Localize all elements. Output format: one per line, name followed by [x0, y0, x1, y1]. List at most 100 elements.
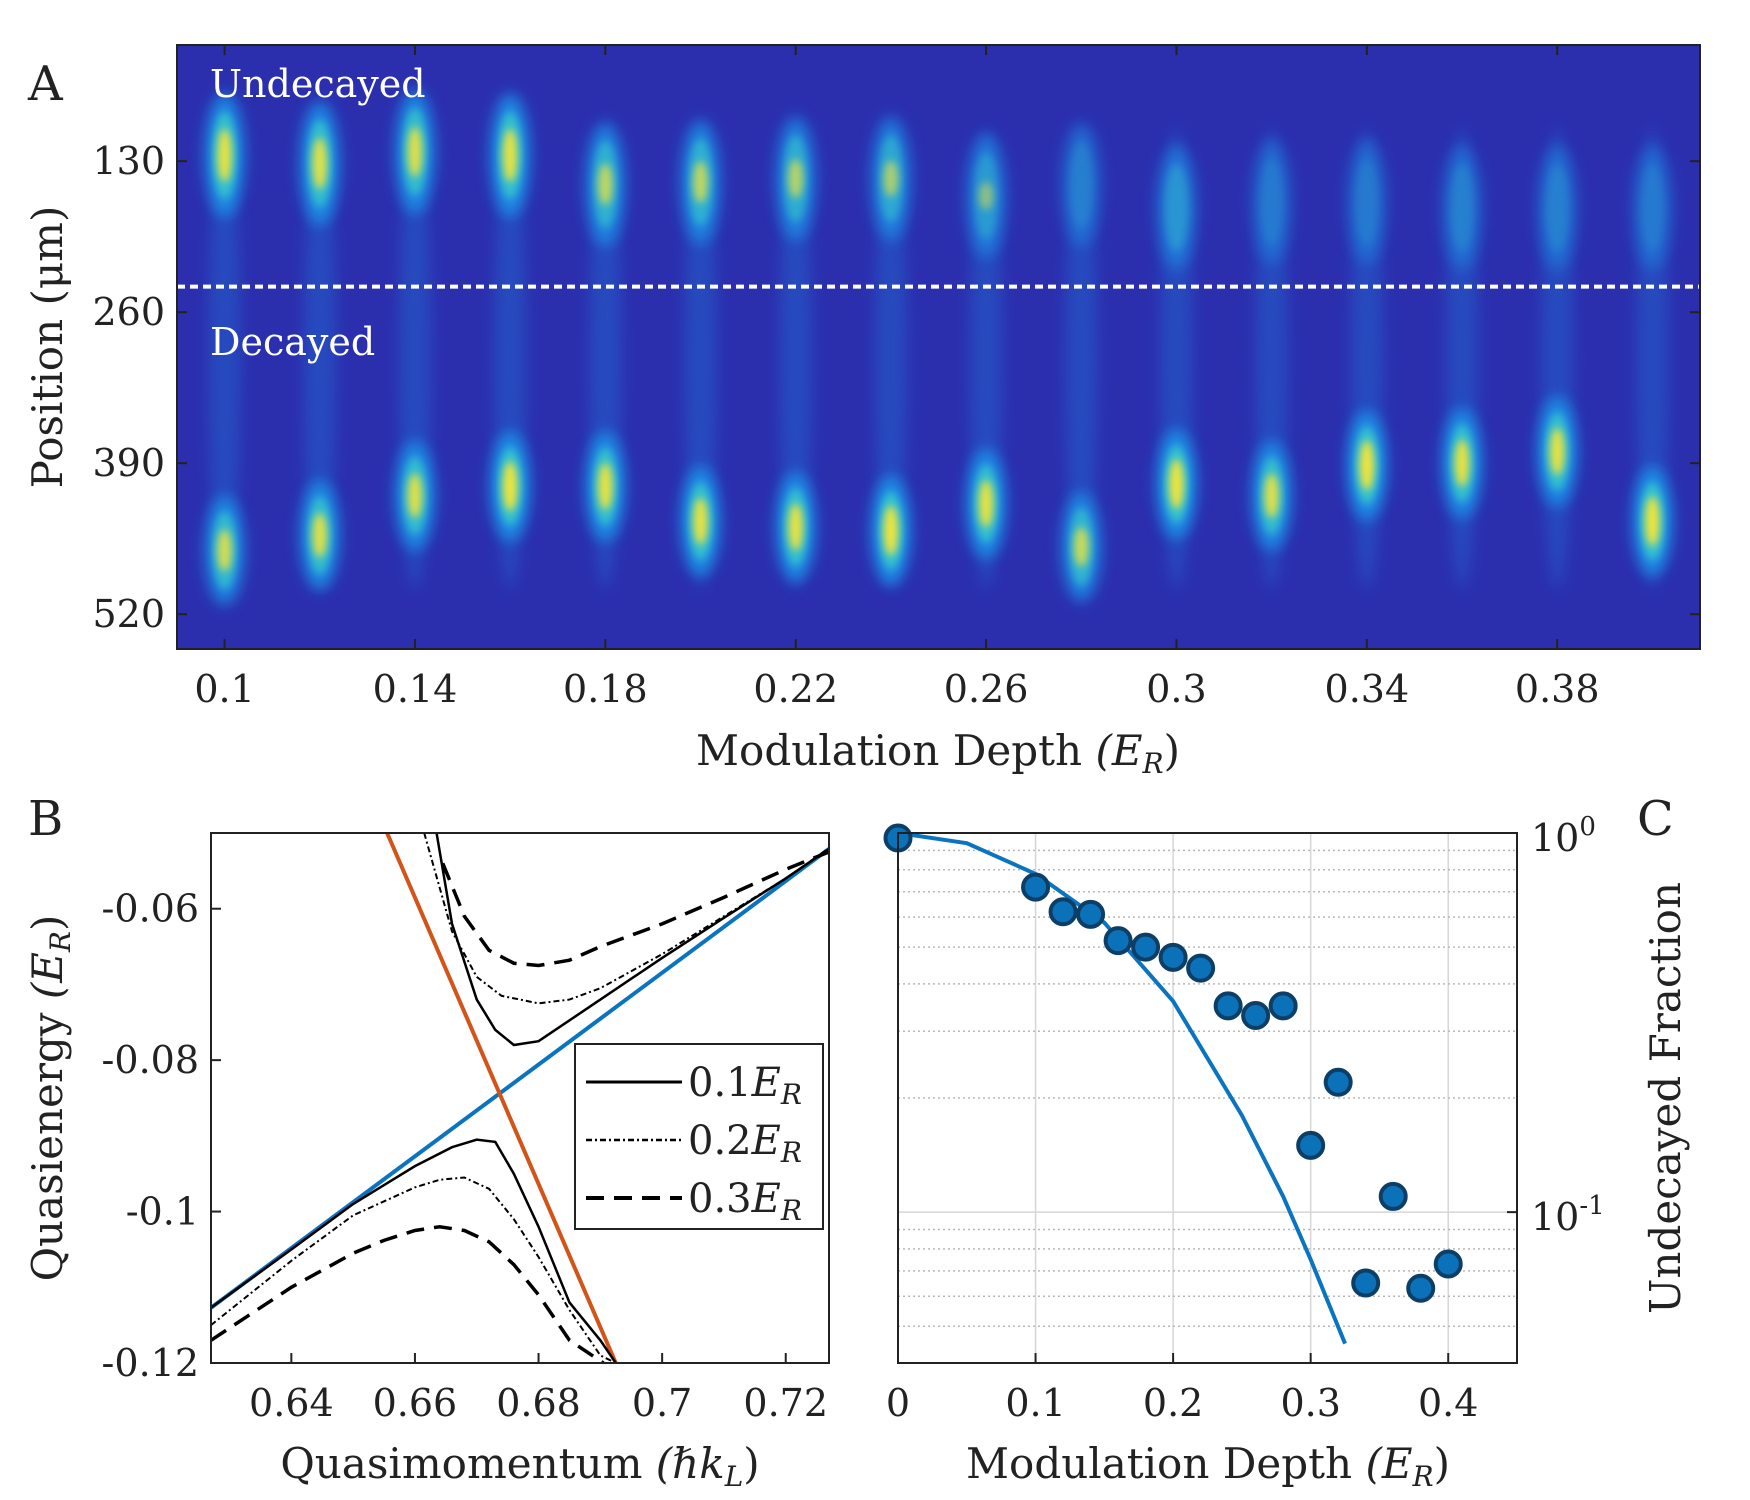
x-tick-label: 0.68 — [496, 1381, 581, 1425]
cloud-bottom-core — [1359, 440, 1374, 491]
atom-cloud-column — [966, 128, 1007, 589]
cloud-top-mid — [1354, 158, 1379, 246]
y-tick-label: -0.06 — [102, 887, 199, 931]
cloud-top-mid — [1069, 140, 1094, 228]
panel-a: A Undecayed Decayed 0.1 0.14 0.18 0.22 0.26 0… — [23, 44, 1701, 780]
y-tick-label: -0.12 — [102, 1341, 199, 1385]
panel-a-x-axis: 0.1 0.14 0.18 0.22 0.26 0.3 0.34 0.38 — [194, 45, 1600, 711]
atom-cloud-column — [1632, 128, 1673, 589]
data-point — [1323, 1067, 1353, 1097]
data-point — [1186, 953, 1216, 983]
atom-cloud-column — [299, 101, 340, 591]
atom-cloud-column — [680, 120, 721, 589]
cloud-bottom-core — [407, 473, 422, 518]
cloud-bottom-core — [1074, 526, 1089, 567]
quasienergy-dashed-lower — [211, 1224, 605, 1363]
cloud-top-core — [407, 126, 422, 177]
atom-cloud-column — [394, 89, 435, 589]
data-point — [1351, 1268, 1381, 1298]
x-tick-label: 0.3 — [1146, 667, 1206, 711]
cloud-top-core — [883, 160, 898, 197]
cloud-bottom-core — [1645, 496, 1660, 546]
quasienergy-dashed-upper — [441, 850, 829, 968]
data-point — [1048, 897, 1078, 927]
atom-cloud-column — [585, 122, 626, 589]
cloud-bottom-core — [1264, 473, 1279, 518]
panel-b-legend: 0.1ER 0.2ER 0.3ER — [574, 1043, 824, 1230]
panel-a-y-label: Position (μm) — [23, 206, 72, 489]
x-tick-label: 0.14 — [373, 667, 458, 711]
x-tick-label: 0.1 — [1005, 1381, 1065, 1425]
atom-cloud-column — [1251, 128, 1292, 589]
cloud-top-core — [693, 161, 708, 203]
data-point — [1021, 872, 1051, 902]
legend-label: 0.2ER — [688, 1118, 802, 1169]
y-tick-label: 260 — [92, 290, 165, 334]
cloud-top-mid — [1259, 158, 1284, 246]
cloud-streak — [208, 128, 241, 589]
y-tick-label: 100 — [1531, 812, 1596, 860]
panel-b-x-label: Quasimomentum (ℏkL) — [280, 1439, 759, 1493]
cloud-top-core — [979, 182, 994, 210]
panel-c-data — [898, 833, 1347, 1345]
cloud-top-mid — [1545, 164, 1570, 252]
cloud-streak — [874, 128, 907, 589]
panel-a-letter: A — [27, 56, 64, 112]
legend-label: 0.1ER — [688, 1060, 802, 1111]
panel-b-y-label: Quasienergy (ER) — [23, 915, 77, 1282]
atom-cloud-column — [204, 93, 245, 606]
data-point — [1158, 942, 1188, 972]
x-tick-label: 0.18 — [563, 667, 648, 711]
panel-c-frame — [897, 832, 1518, 1364]
panel-c-y-axis: 100 10-1 — [1507, 812, 1605, 1239]
cloud-streak — [779, 128, 812, 589]
data-point — [1076, 899, 1106, 929]
cloud-top-mid — [1450, 164, 1475, 252]
data-point — [1406, 1273, 1436, 1303]
cloud-bottom-core — [979, 480, 994, 528]
atom-cloud-column — [775, 116, 816, 589]
decayed-label: Decayed — [210, 320, 375, 364]
cloud-bottom-core — [1455, 439, 1470, 487]
x-tick-label: 0.64 — [249, 1381, 334, 1425]
cloud-bottom-core — [788, 503, 803, 551]
panel-b-frame — [210, 832, 830, 1364]
y-tick-label: 10-1 — [1531, 1191, 1605, 1239]
x-tick-label: 0.2 — [1143, 1381, 1203, 1425]
cloud-bottom-core — [503, 461, 518, 512]
cloud-bottom-core — [1550, 428, 1565, 476]
data-point — [1378, 1181, 1408, 1211]
cloud-bottom-core — [598, 462, 613, 510]
panel-c-points — [883, 823, 1463, 1303]
y-tick-label: -0.08 — [102, 1038, 199, 1082]
x-tick-label: 0.34 — [1325, 667, 1410, 711]
atom-cloud-column — [1156, 128, 1197, 589]
panel-c-y-label: Undecayed Fraction — [1641, 882, 1690, 1314]
data-point — [1241, 1001, 1271, 1031]
cloud-top-mid — [1164, 164, 1189, 252]
atom-cloud-column — [1061, 122, 1102, 602]
cloud-top-core — [788, 159, 803, 199]
cloud-bottom-core — [312, 512, 327, 558]
cloud-bottom-core — [883, 505, 898, 556]
cloud-top-core — [217, 128, 232, 182]
atom-cloud-column — [1537, 128, 1578, 589]
panel-b-letter: B — [28, 791, 63, 847]
panel-b-y-axis: -0.06 -0.08 -0.1 -0.12 — [102, 887, 221, 1385]
panel-b: B 0.64 0.66 0.68 0.7 0.72 -0.06 -0.08 -0.1 -0.1… — [23, 791, 830, 1493]
undecayed-label: Undecayed — [210, 62, 426, 106]
cloud-top-core — [312, 137, 327, 190]
data-point — [1131, 932, 1161, 962]
cloud-bottom-core — [1169, 459, 1184, 509]
x-tick-label: 0 — [886, 1381, 910, 1425]
cloud-bottom-core — [693, 497, 708, 545]
panel-b-x-axis: 0.64 0.66 0.68 0.7 0.72 — [249, 1353, 828, 1425]
x-tick-label: 0.4 — [1418, 1381, 1478, 1425]
y-tick-label: 130 — [92, 139, 165, 183]
panel-a-y-axis: 130 260 390 520 — [92, 139, 1700, 636]
y-tick-label: -0.1 — [126, 1190, 199, 1234]
cloud-streak — [303, 128, 336, 589]
data-point — [1296, 1130, 1326, 1160]
x-tick-label: 0.72 — [743, 1381, 828, 1425]
